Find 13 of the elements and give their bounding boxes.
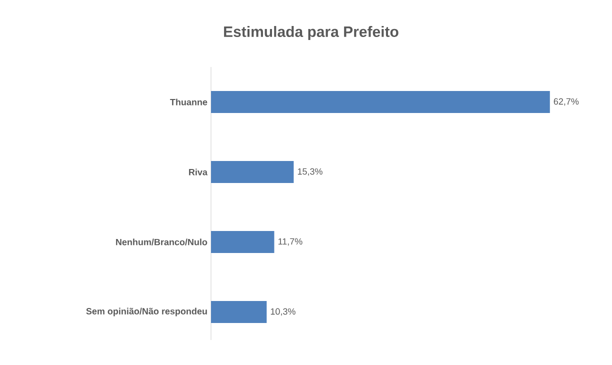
y-tick-label: Sem opinião/Não respondeu bbox=[86, 308, 207, 316]
y-tick-label: Thuanne bbox=[170, 98, 208, 106]
bar bbox=[211, 161, 294, 183]
chart-title: Estimulada para Prefeito bbox=[224, 26, 398, 40]
y-tick-label: Nenhum/Branco/Nulo bbox=[116, 238, 208, 246]
data-label: 15,3% bbox=[298, 168, 322, 176]
bar bbox=[211, 231, 274, 253]
data-label: 10,3% bbox=[270, 308, 296, 316]
bar bbox=[211, 91, 550, 113]
data-label: 11,7% bbox=[278, 238, 302, 246]
y-tick-label: Riva bbox=[189, 168, 208, 176]
data-label: 62,7% bbox=[554, 98, 579, 106]
bar bbox=[211, 301, 267, 323]
